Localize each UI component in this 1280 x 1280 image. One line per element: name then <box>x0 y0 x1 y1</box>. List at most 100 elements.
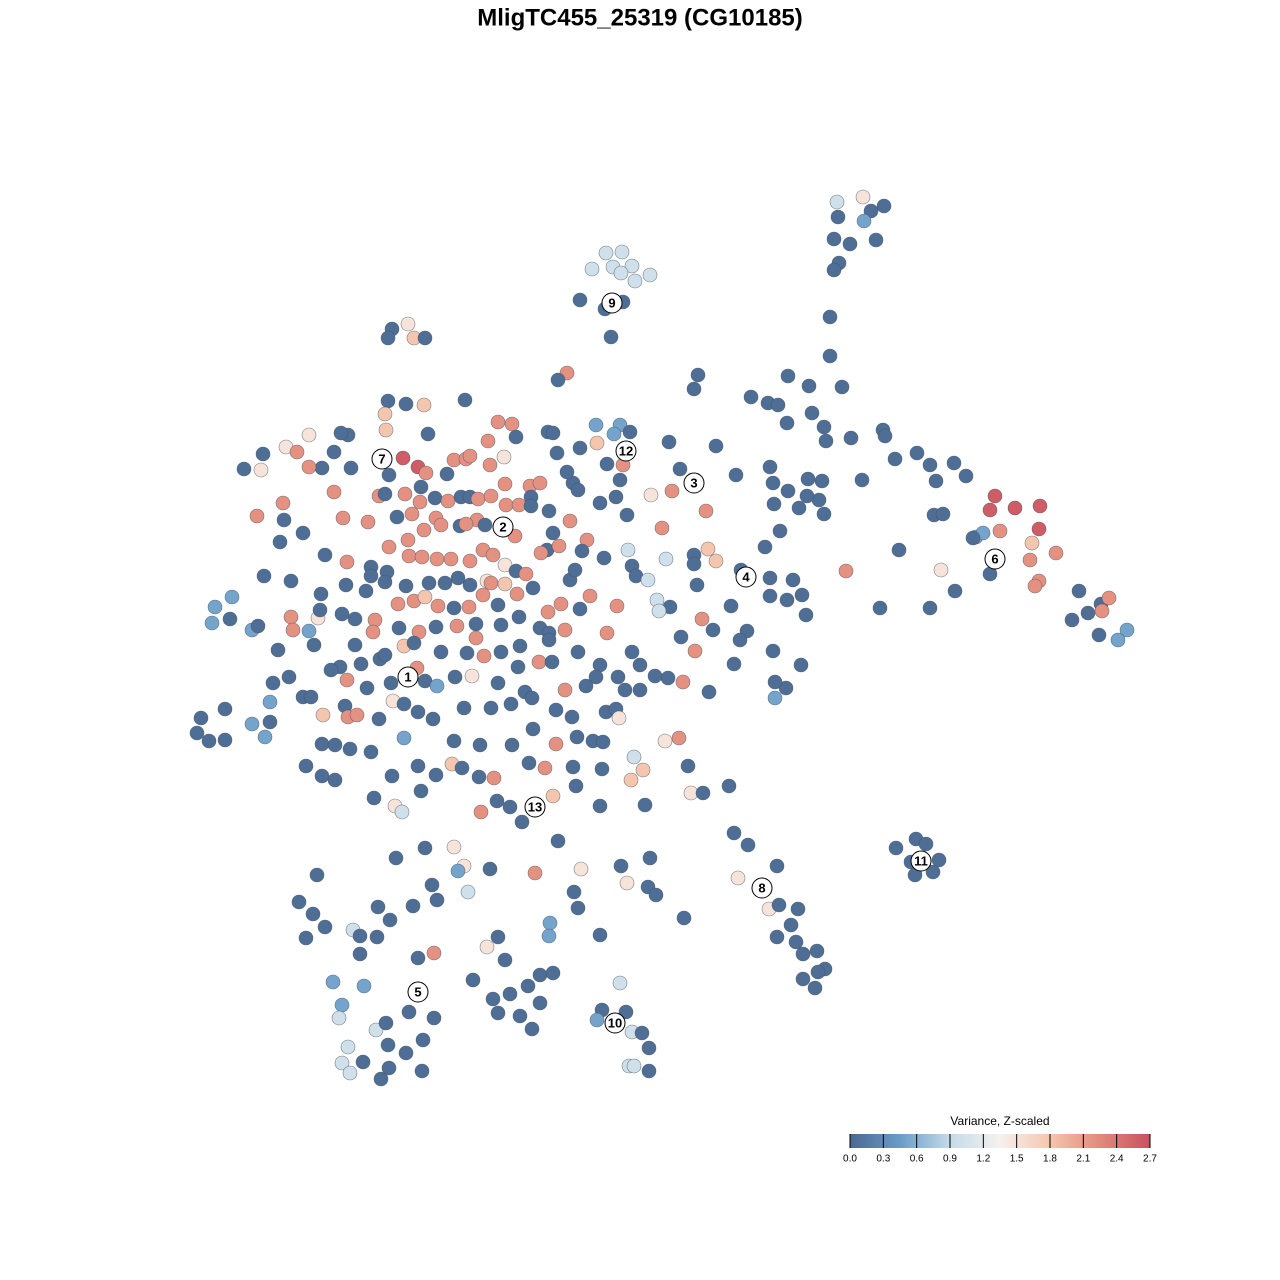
point <box>1032 498 1048 514</box>
point <box>525 580 541 596</box>
point <box>570 900 586 916</box>
point <box>480 433 496 449</box>
point <box>446 600 462 616</box>
point <box>497 952 513 968</box>
point <box>799 488 815 504</box>
point <box>394 804 410 820</box>
point <box>410 758 426 774</box>
point <box>523 498 539 514</box>
point <box>574 543 590 559</box>
cluster-text: 5 <box>414 984 421 999</box>
colorbar-tick-label: 1.8 <box>1043 1154 1057 1165</box>
point <box>572 440 588 456</box>
point <box>562 513 578 529</box>
point <box>314 460 330 476</box>
point <box>690 367 706 383</box>
point <box>298 758 314 774</box>
point <box>343 460 359 476</box>
point <box>359 680 375 696</box>
point <box>339 554 355 570</box>
point <box>262 714 278 730</box>
point <box>446 733 462 749</box>
point <box>572 292 588 308</box>
cluster-text: 3 <box>690 475 697 490</box>
point <box>643 487 659 503</box>
point <box>257 729 273 745</box>
point <box>314 768 330 784</box>
point <box>700 541 716 557</box>
point <box>550 372 566 388</box>
point <box>256 568 272 584</box>
point <box>762 459 778 475</box>
point <box>272 534 288 550</box>
point <box>589 435 605 451</box>
point <box>418 465 434 481</box>
point <box>479 939 495 955</box>
point <box>327 772 343 788</box>
point <box>281 669 297 685</box>
point <box>514 814 530 830</box>
point <box>222 611 238 627</box>
point <box>757 539 773 555</box>
point <box>822 348 838 364</box>
point <box>471 769 487 785</box>
point <box>1094 603 1110 619</box>
point <box>769 858 785 874</box>
point <box>369 929 385 945</box>
point <box>566 884 582 900</box>
point <box>327 737 343 753</box>
point <box>868 232 884 248</box>
point <box>427 490 443 506</box>
point <box>809 943 825 959</box>
point <box>779 415 795 431</box>
point <box>928 473 944 489</box>
point <box>391 620 407 636</box>
point <box>496 449 512 465</box>
point <box>855 189 871 205</box>
point <box>887 451 903 467</box>
point <box>489 793 505 809</box>
point <box>624 644 640 660</box>
point <box>1024 535 1040 551</box>
point <box>567 562 583 578</box>
point <box>317 547 333 563</box>
point <box>490 1005 506 1021</box>
point <box>510 659 526 675</box>
point <box>414 1063 430 1079</box>
point <box>618 1004 634 1020</box>
cluster-badge <box>371 448 393 470</box>
point <box>872 600 888 616</box>
colorbar-tick-label: 2.7 <box>1143 1154 1157 1165</box>
point <box>416 522 432 538</box>
point <box>1071 583 1087 599</box>
point <box>371 711 387 727</box>
point <box>568 778 584 794</box>
point <box>398 1045 414 1061</box>
point <box>503 696 519 712</box>
point <box>439 466 455 482</box>
point <box>236 461 252 477</box>
point <box>599 625 615 641</box>
point <box>609 598 625 614</box>
point <box>705 622 721 638</box>
point <box>383 675 399 691</box>
point <box>425 711 441 727</box>
point <box>430 598 446 614</box>
point <box>524 690 540 706</box>
cluster-label: 5 <box>407 981 429 1003</box>
point <box>800 471 816 487</box>
point <box>483 488 499 504</box>
point <box>508 429 524 445</box>
point <box>189 725 205 741</box>
point <box>557 682 573 698</box>
point <box>355 1054 371 1070</box>
point <box>765 475 781 491</box>
point <box>660 670 676 686</box>
cluster-label: 3 <box>683 472 705 494</box>
point <box>785 572 801 588</box>
point <box>592 495 608 511</box>
point <box>458 516 474 532</box>
colorbar <box>850 1134 1150 1148</box>
point <box>373 1071 389 1087</box>
